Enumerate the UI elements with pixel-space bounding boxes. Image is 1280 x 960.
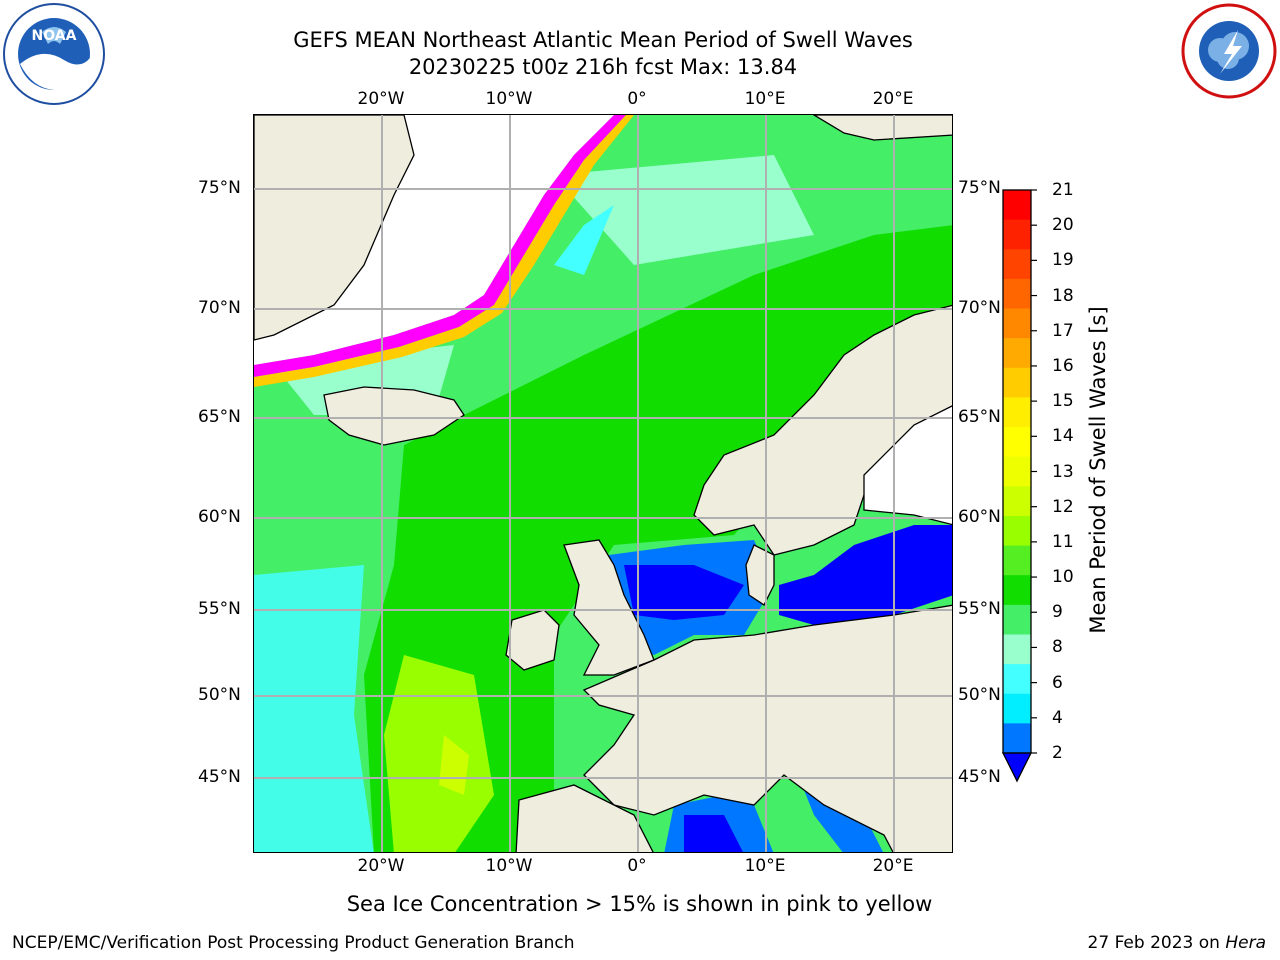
chart-title: GEFS MEAN Northeast Atlantic Mean Period…: [293, 28, 913, 52]
colorbar-label: Mean Period of Swell Waves [s]: [1086, 306, 1110, 634]
colorbar-segment: [1003, 634, 1031, 665]
lat-tick-right-65n: 65°N: [958, 407, 1001, 427]
colorbar-segment: [1003, 664, 1031, 695]
mediterranean-deep: [684, 815, 743, 852]
lat-tick-right-50n: 50°N: [958, 685, 1001, 705]
colorbar-tick-label: 9: [1052, 602, 1063, 623]
generation-date-text: 27 Feb 2023 on: [1087, 933, 1226, 953]
chart-subtitle: 20230225 t00z 216h fcst Max: 13.84: [408, 55, 798, 79]
sea-ice-note: Sea Ice Concentration > 15% is shown in …: [346, 892, 933, 916]
lon-tick-top-20w: 20°W: [357, 89, 405, 109]
lat-tick-right-55n: 55°N: [958, 599, 1001, 619]
colorbar-segment: [1003, 515, 1031, 547]
north-sea-deep: [624, 565, 744, 620]
lon-tick-bottom-10e: 10°E: [744, 856, 786, 876]
lon-tick-bottom-20e: 20°E: [872, 856, 914, 876]
colorbar-tick-label: 10: [1052, 567, 1074, 588]
colorbar-tick-label: 17: [1052, 320, 1074, 341]
sea-ice-edge-yellow: [254, 115, 634, 387]
sea-ice-edge-pink: [254, 115, 626, 377]
lat-tick-left-75n: 75°N: [198, 178, 241, 198]
swell-period-map: [254, 115, 952, 852]
swell-band-6-8-west: [254, 565, 374, 852]
colorbar-segment: [1003, 219, 1031, 250]
lat-tick-right-70n: 70°N: [958, 298, 1001, 318]
lat-tick-right-60n: 60°N: [958, 507, 1001, 527]
colorbar-segment: [1003, 249, 1031, 280]
colorbar-tick-label: 14: [1052, 426, 1074, 447]
lat-tick-left-50n: 50°N: [198, 685, 241, 705]
lat-tick-right-45n: 45°N: [958, 767, 1001, 787]
lon-tick-top-10w: 10°W: [485, 89, 533, 109]
ireland-land: [505, 609, 560, 671]
colorbar-segment: [1003, 545, 1031, 576]
greenland-land: [254, 115, 415, 341]
colorbar-tick-label: 19: [1052, 250, 1074, 271]
lon-tick-bottom-10w: 10°W: [485, 856, 533, 876]
colorbar-tick-label: 2: [1052, 743, 1063, 763]
continental-europe-land: [582, 604, 952, 852]
lat-tick-right-75n: 75°N: [958, 178, 1001, 198]
swell-band-11-12: [384, 655, 494, 852]
colorbar-tick-label: 11: [1052, 531, 1074, 552]
producer-credit: NCEP/EMC/Verification Post Processing Pr…: [12, 933, 575, 953]
svg-text:NOAA: NOAA: [32, 28, 77, 44]
baltic-swell: [779, 525, 952, 625]
colorbar-segment: [1003, 308, 1031, 339]
map-graticule: [254, 115, 952, 852]
colorbar-segment: [1003, 575, 1031, 606]
swell-band-8-9-barents: [554, 155, 814, 265]
colorbar-tick-label: 21: [1052, 180, 1074, 200]
colorbar-scale: [1001, 189, 1037, 783]
colorbar-tick-label: 4: [1052, 707, 1063, 728]
swell-max-area: [439, 735, 469, 795]
lon-tick-bottom-20w: 20°W: [357, 856, 405, 876]
colorbar-segment: [1003, 338, 1031, 369]
colorbar-tick-label: 20: [1052, 215, 1074, 236]
lon-tick-top-0: 0°: [627, 89, 647, 109]
colorbar-segment: [1003, 278, 1031, 310]
lon-tick-top-20e: 20°E: [872, 89, 914, 109]
colorbar-segment: [1003, 604, 1031, 635]
svalbard-land: [812, 115, 952, 141]
colorbar-tick-label: 18: [1052, 285, 1074, 306]
lon-tick-bottom-0: 0°: [627, 856, 647, 876]
noaa-logo: NOAA: [2, 2, 106, 110]
colorbar-segment: [1003, 456, 1031, 487]
colorbar-tick-label: 15: [1052, 391, 1074, 412]
iberia-land: [515, 784, 654, 852]
colorbar-tick-label: 13: [1052, 461, 1074, 482]
lat-tick-left-65n: 65°N: [198, 407, 241, 427]
colorbar-segment: [1003, 190, 1031, 221]
colorbar-segment: [1003, 427, 1031, 458]
colorbar-tick-label: 12: [1052, 496, 1074, 517]
colorbar-segment: [1003, 693, 1031, 724]
colorbar-segment: [1003, 367, 1031, 398]
colorbar-under-arrow: [1001, 752, 1033, 783]
swell-band-6-8-ice-edge: [554, 205, 614, 275]
lat-tick-left-45n: 45°N: [198, 767, 241, 787]
gulf-of-bothnia-ice: [863, 405, 952, 526]
generation-date: 27 Feb 2023 on Hera: [1088, 933, 1266, 953]
colorbar-tick-label: 8: [1052, 637, 1063, 658]
colorbar-segment: [1003, 486, 1031, 517]
map-panel: [253, 114, 953, 853]
lon-tick-top-10e: 10°E: [744, 89, 786, 109]
iceland-land: [323, 386, 465, 446]
generation-machine: Hera: [1225, 933, 1266, 953]
lat-tick-left-70n: 70°N: [198, 298, 241, 318]
colorbar-segment: [1003, 723, 1031, 754]
colorbar-tick-label: 16: [1052, 355, 1074, 376]
lat-tick-left-60n: 60°N: [198, 507, 241, 527]
nws-logo: [1180, 2, 1278, 104]
colorbar: [1001, 189, 1048, 793]
colorbar-tick-label: 6: [1052, 672, 1063, 693]
lat-tick-left-55n: 55°N: [198, 599, 241, 619]
colorbar-segment: [1003, 397, 1031, 428]
